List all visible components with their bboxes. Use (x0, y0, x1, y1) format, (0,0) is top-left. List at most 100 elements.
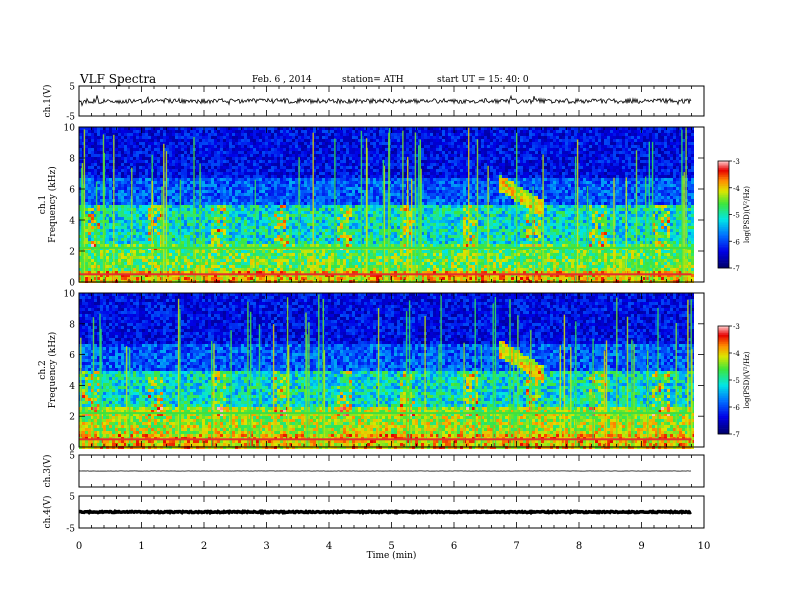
spectro-cell (130, 145, 133, 148)
spectro-cell (214, 235, 217, 238)
spectro-cell (172, 265, 175, 268)
spectro-cell (184, 181, 187, 184)
spectro-cell (118, 163, 121, 166)
spectro-cell (220, 154, 223, 157)
spectro-cell (205, 154, 208, 157)
spectro-cell (142, 256, 145, 259)
spectro-cell (109, 256, 112, 259)
spectro-cell (109, 169, 112, 172)
spectro-cell (139, 244, 142, 247)
spectro-cell (145, 214, 148, 217)
spectro-cell (184, 160, 187, 163)
spectro-cell (181, 244, 184, 247)
spectro-cell (211, 244, 214, 247)
spectro-cell (190, 163, 193, 166)
spectro-cell (145, 136, 148, 139)
spectro-cell (229, 262, 232, 265)
spectro-cell (217, 166, 220, 169)
spectro-cell (217, 217, 220, 220)
spectro-cell (208, 205, 211, 208)
spectro-cell (118, 241, 121, 244)
spectro-cell (133, 163, 136, 166)
spectro-cell (229, 205, 232, 208)
spectro-cell (88, 235, 91, 238)
spectro-cell (91, 208, 94, 211)
spectro-cell (109, 217, 112, 220)
spectro-cell (145, 166, 148, 169)
spectro-cell (157, 208, 160, 211)
spectro-cell (157, 160, 160, 163)
spectro-cell (157, 202, 160, 205)
spectro-cell (115, 154, 118, 157)
spectro-cell (106, 193, 109, 196)
spectro-cell (145, 211, 148, 214)
spectro-cell (148, 142, 151, 145)
spectro-cell (211, 256, 214, 259)
spectro-cell (91, 169, 94, 172)
spectro-cell (109, 265, 112, 268)
spectro-cell (145, 178, 148, 181)
spectro-cell (94, 175, 97, 178)
spectro-cell (115, 142, 118, 145)
spectro-cell (91, 166, 94, 169)
spectro-cell (214, 259, 217, 262)
spectro-cell (139, 172, 142, 175)
spectro-cell (202, 208, 205, 211)
spectro-cell (175, 256, 178, 259)
spectro-cell (115, 172, 118, 175)
spectro-cell (187, 277, 190, 280)
spectro-cell (157, 139, 160, 142)
spectro-cell (100, 265, 103, 268)
spectro-cell (187, 241, 190, 244)
spectro-cell (220, 205, 223, 208)
spectro-cell (88, 178, 91, 181)
spectro-cell (121, 157, 124, 160)
spectro-cell (100, 151, 103, 154)
spectro-cell (145, 157, 148, 160)
spectro-cell (127, 223, 130, 226)
spectro-cell (124, 229, 127, 232)
spectro-cell (187, 142, 190, 145)
spectro-cell (148, 139, 151, 142)
spectro-cell (196, 142, 199, 145)
spectro-cell (130, 133, 133, 136)
spectro-cell (91, 226, 94, 229)
spectro-cell (136, 202, 139, 205)
spectro-cell (223, 133, 226, 136)
spectro-cell (220, 241, 223, 244)
spectro-cell (181, 148, 184, 151)
spectro-cell (220, 226, 223, 229)
spectro-cell (208, 148, 211, 151)
spectro-cell (148, 187, 151, 190)
spectro-cell (217, 211, 220, 214)
spectro-cell (223, 178, 226, 181)
spectro-cell (100, 157, 103, 160)
spectro-cell (97, 181, 100, 184)
spectro-cell (214, 205, 217, 208)
spectro-cell (196, 136, 199, 139)
spectro-cell (154, 160, 157, 163)
spectro-cell (208, 268, 211, 271)
spectro-cell (196, 277, 199, 280)
spectro-cell (124, 163, 127, 166)
spectro-cell (124, 181, 127, 184)
spectro-cell (118, 172, 121, 175)
spectro-cell (91, 184, 94, 187)
spectro-cell (88, 229, 91, 232)
spectro-cell (184, 268, 187, 271)
spectro-cell (106, 175, 109, 178)
spectro-cell (118, 151, 121, 154)
spectro-cell (178, 160, 181, 163)
spectro-cell (214, 244, 217, 247)
spectro-cell (139, 178, 142, 181)
spectro-cell (91, 256, 94, 259)
spectro-cell (109, 214, 112, 217)
spectro-cell (139, 205, 142, 208)
spectro-cell (154, 253, 157, 256)
spectro-cell (172, 241, 175, 244)
spectro-cell (229, 178, 232, 181)
spectro-cell (223, 277, 226, 280)
spectro-cell (217, 205, 220, 208)
spectro-cell (88, 238, 91, 241)
spectro-cell (217, 196, 220, 199)
